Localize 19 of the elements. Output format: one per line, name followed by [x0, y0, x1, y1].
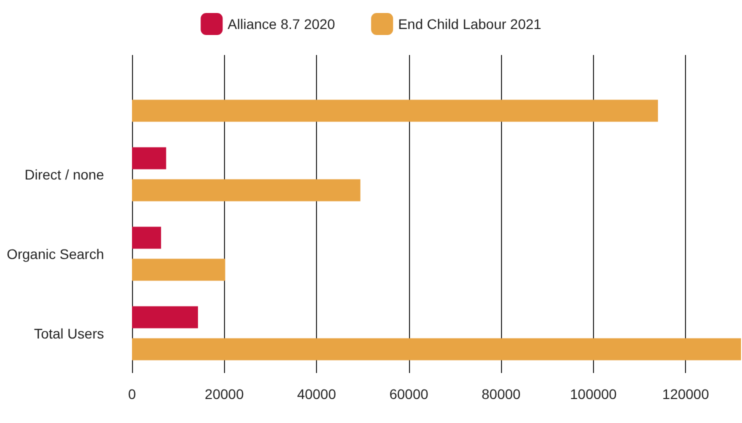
legend-label: Alliance 8.7 2020 — [228, 16, 336, 32]
y-tick-label: Direct / none — [24, 166, 104, 182]
x-tick-label: 100000 — [570, 386, 617, 402]
bar — [132, 100, 658, 122]
x-tick-label: 20000 — [204, 386, 244, 402]
legend-label: End Child Labour 2021 — [398, 16, 542, 32]
y-tick-label: Total Users — [34, 325, 104, 342]
x-tick-label: 0 — [128, 386, 136, 402]
bar — [132, 306, 198, 328]
x-tick-label: 60000 — [389, 386, 428, 402]
x-tick-label: 80000 — [482, 386, 521, 402]
bar — [132, 179, 360, 202]
bar — [132, 338, 741, 360]
y-tick-label: Organic Search — [6, 246, 104, 262]
bar — [132, 258, 226, 281]
bar — [132, 147, 166, 170]
x-tick-label: 40000 — [297, 386, 336, 402]
bar — [132, 226, 162, 249]
x-tick-label: 120000 — [662, 386, 710, 402]
